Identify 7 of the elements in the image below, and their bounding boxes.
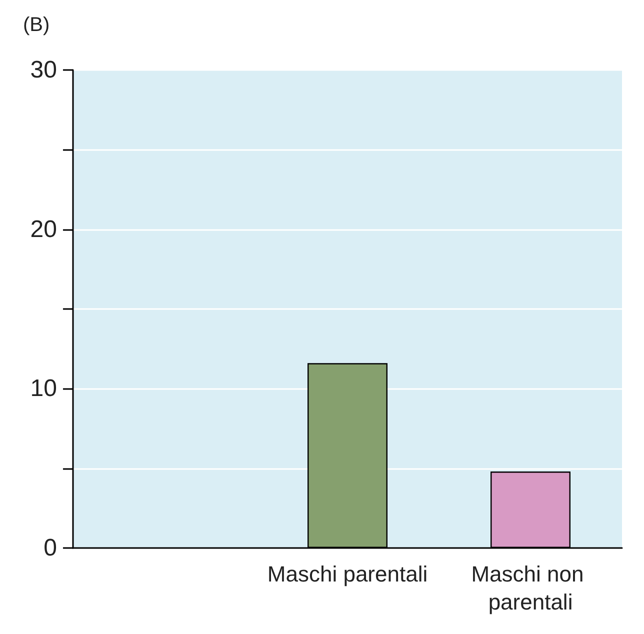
y-tick-label: 0: [44, 534, 57, 562]
y-tick-label: 30: [30, 56, 57, 84]
x-tick-label: Maschi non parentali: [471, 562, 590, 614]
chart-title: (B): [23, 14, 50, 36]
y-tick-label: 20: [30, 216, 57, 243]
x-tick-label: Maschi parentali: [267, 562, 428, 586]
y-tick-label: 10: [30, 375, 57, 402]
